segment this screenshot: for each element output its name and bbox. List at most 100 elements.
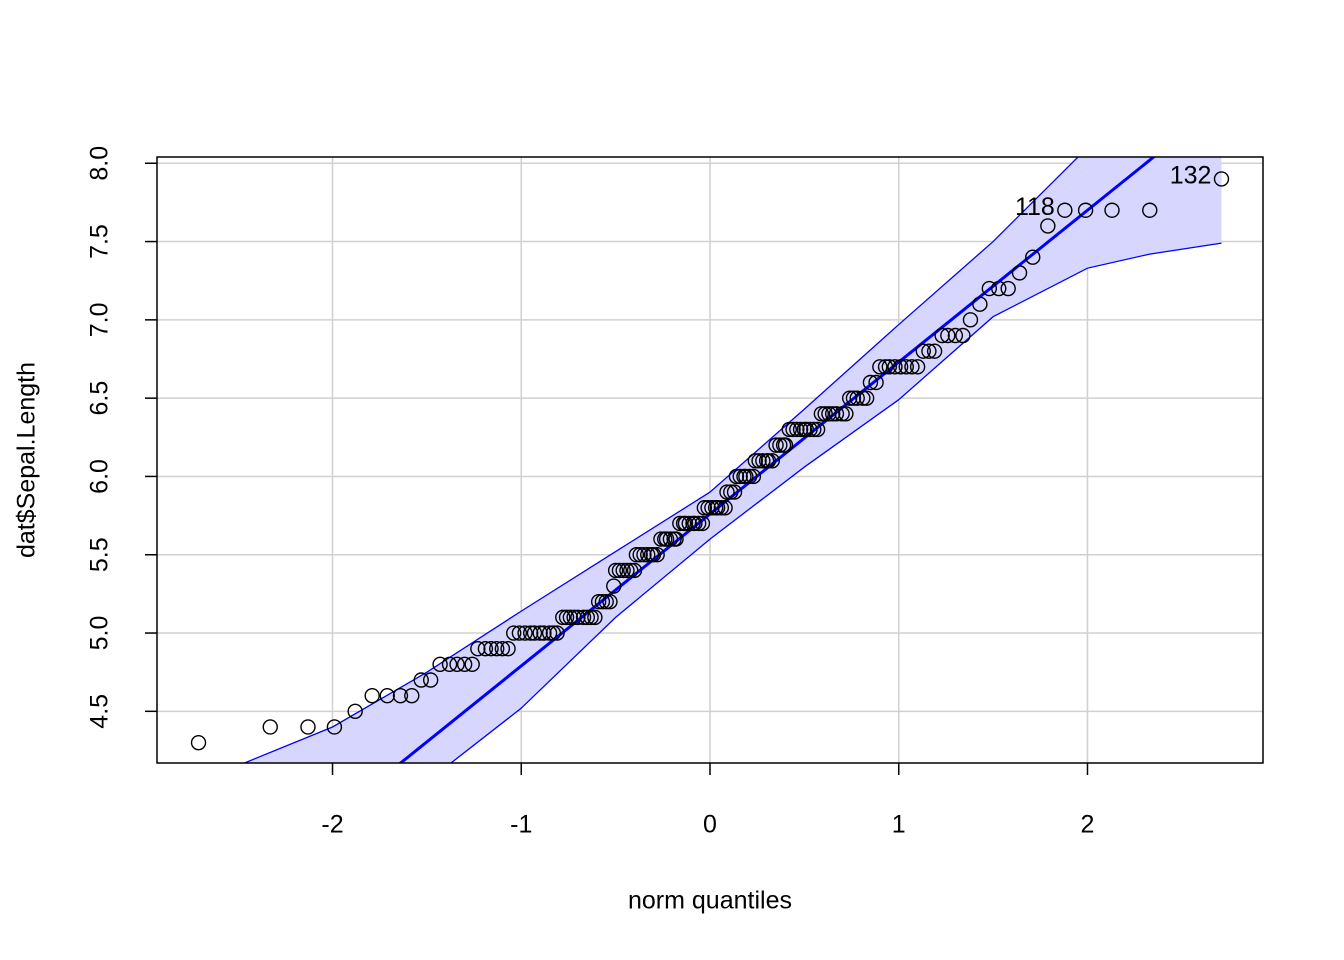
data-point xyxy=(821,406,837,422)
y-tick-label: 8.0 xyxy=(86,146,114,181)
point-label: 118 xyxy=(1015,193,1055,221)
data-point xyxy=(955,327,971,344)
y-tick-label: 5.0 xyxy=(86,616,114,651)
x-tick-label: -2 xyxy=(321,811,343,839)
data-point xyxy=(500,640,516,657)
data-point xyxy=(719,484,735,500)
data-point xyxy=(709,500,726,516)
points: 118 132 xyxy=(190,162,1230,751)
data-point xyxy=(300,719,316,735)
data-point xyxy=(892,359,909,375)
data-point xyxy=(594,594,611,610)
data-point xyxy=(392,687,409,704)
data-point xyxy=(536,625,552,641)
envelope-fill xyxy=(244,157,1222,763)
data-point xyxy=(672,515,688,532)
data-point xyxy=(802,421,818,438)
data-point xyxy=(607,562,624,579)
data-point xyxy=(640,547,656,563)
data-point xyxy=(532,625,548,641)
data-point xyxy=(611,562,628,579)
data-point xyxy=(545,625,562,641)
data-point xyxy=(738,468,754,485)
data-point xyxy=(947,327,964,344)
data-point xyxy=(658,531,675,547)
data-point xyxy=(413,672,429,688)
data-point xyxy=(909,359,926,375)
data-point xyxy=(760,453,777,469)
data-point xyxy=(598,594,614,610)
data-point xyxy=(981,280,998,297)
data-point xyxy=(615,562,631,579)
data-point xyxy=(1142,202,1158,218)
data-point xyxy=(262,719,278,735)
data-point xyxy=(704,500,720,516)
data-point xyxy=(741,468,758,485)
envelope-lower xyxy=(449,242,1222,763)
data-point xyxy=(477,640,494,657)
data-point xyxy=(1025,249,1041,265)
data-point xyxy=(732,468,748,485)
x-tick-label: -1 xyxy=(510,811,532,839)
data-point xyxy=(817,406,833,422)
data-point xyxy=(881,359,898,375)
data-point xyxy=(1077,202,1094,218)
data-point xyxy=(541,625,558,641)
data-point xyxy=(798,421,814,438)
data-point xyxy=(841,390,858,406)
data-point xyxy=(190,734,207,751)
data-point xyxy=(432,656,448,673)
y-tick-label: 6.5 xyxy=(86,381,114,416)
data-point xyxy=(789,421,805,438)
data-point xyxy=(915,343,931,359)
data-point xyxy=(628,547,645,563)
data-point xyxy=(764,453,780,469)
data-point xyxy=(747,453,763,469)
y-tick-label: 7.0 xyxy=(86,302,114,337)
data-point xyxy=(364,687,380,704)
data-point xyxy=(379,687,395,704)
data-point xyxy=(555,609,571,626)
data-point xyxy=(1040,218,1056,234)
data-point xyxy=(653,531,669,547)
data-point xyxy=(700,500,716,516)
data-point xyxy=(723,484,739,500)
data-point xyxy=(494,640,511,657)
data-point xyxy=(717,500,733,516)
data-point xyxy=(687,515,703,532)
data-point xyxy=(934,327,950,344)
data-point xyxy=(632,547,648,563)
x-tick-label: 1 xyxy=(892,811,906,839)
data-point xyxy=(619,562,635,579)
data-point xyxy=(1057,202,1073,218)
data-point xyxy=(566,609,582,626)
data-point xyxy=(606,578,622,594)
data-point xyxy=(506,625,522,641)
data-point xyxy=(690,515,707,532)
data-point xyxy=(828,406,845,422)
data-point xyxy=(809,421,826,438)
data-point xyxy=(904,359,920,375)
point-label: 132 xyxy=(1170,162,1212,190)
envelope-upper xyxy=(242,157,1079,763)
data-point xyxy=(681,515,697,532)
data-point xyxy=(575,609,592,626)
data-point xyxy=(636,547,652,563)
data-point xyxy=(590,594,607,610)
data-point xyxy=(570,609,586,626)
data-point xyxy=(972,296,988,312)
data-point xyxy=(868,374,884,391)
data-point xyxy=(583,609,599,626)
data-point xyxy=(962,312,979,328)
plot-frame xyxy=(156,156,1264,764)
data-point xyxy=(470,640,486,657)
data-point xyxy=(921,343,937,359)
data-point xyxy=(813,406,830,422)
data-point xyxy=(777,437,794,453)
y-tick-label: 6.0 xyxy=(86,459,114,494)
y-tick-label: 4.5 xyxy=(86,694,114,729)
data-point xyxy=(772,437,788,453)
data-point xyxy=(677,515,694,532)
data-point xyxy=(522,625,539,641)
